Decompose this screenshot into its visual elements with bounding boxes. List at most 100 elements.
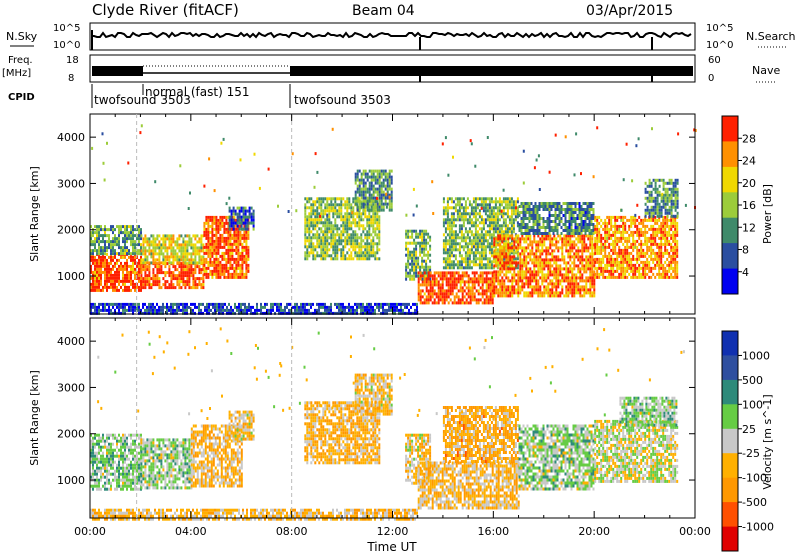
data-cell xyxy=(494,197,497,201)
data-cell xyxy=(140,255,142,259)
data-cell xyxy=(507,249,510,253)
data-cell xyxy=(452,224,455,228)
data-cell xyxy=(348,254,351,258)
data-cell xyxy=(531,246,534,250)
data-cell xyxy=(132,234,134,238)
data-cell xyxy=(543,264,546,268)
data-cell xyxy=(441,298,444,302)
data-cell xyxy=(423,265,426,269)
data-cell xyxy=(465,274,468,278)
data-cell xyxy=(247,263,250,267)
data-cell xyxy=(372,245,375,249)
data-cell xyxy=(473,298,476,302)
data-cell xyxy=(545,288,548,292)
data-cell xyxy=(152,243,155,247)
data-cell xyxy=(476,251,479,255)
data-cell xyxy=(571,270,574,274)
data-cell xyxy=(164,249,167,253)
data-cell xyxy=(468,218,471,222)
data-cell xyxy=(421,235,424,239)
data-cell xyxy=(114,279,116,283)
data-cell xyxy=(344,236,347,240)
data-cell xyxy=(535,246,538,250)
data-cell xyxy=(532,229,535,232)
data-cell xyxy=(531,294,534,298)
data-cell xyxy=(92,270,94,274)
data-cell xyxy=(236,224,239,228)
data-cell xyxy=(460,233,463,237)
data-cell xyxy=(454,248,457,252)
data-cell xyxy=(417,283,420,287)
data-cell xyxy=(360,196,363,200)
data-cell xyxy=(634,215,637,219)
data-cell xyxy=(128,264,130,268)
data-cell xyxy=(444,227,447,231)
data-cell xyxy=(464,209,467,213)
data-cell xyxy=(478,266,481,270)
data-cell xyxy=(581,243,584,247)
data-cell xyxy=(505,246,508,250)
data-cell xyxy=(471,283,474,287)
data-cell xyxy=(164,243,167,247)
data-cell xyxy=(146,240,149,244)
data-cell xyxy=(538,229,541,232)
data-cell xyxy=(330,236,333,240)
data-cell xyxy=(146,283,149,287)
data-cell xyxy=(525,291,528,295)
data-cell xyxy=(243,260,246,264)
data-cell xyxy=(310,215,313,219)
data-cell xyxy=(196,286,199,290)
data-cell xyxy=(466,221,469,225)
data-cell xyxy=(354,218,357,222)
data-cell xyxy=(470,266,473,270)
data-cell xyxy=(320,203,323,207)
data-cell xyxy=(98,285,100,289)
data-cell xyxy=(134,282,136,286)
data-cell xyxy=(587,237,590,241)
data-cell xyxy=(606,260,609,264)
data-cell xyxy=(180,262,183,266)
data-cell xyxy=(481,280,484,284)
data-cell xyxy=(525,282,528,286)
data-cell xyxy=(308,239,311,243)
data-cell xyxy=(532,205,535,208)
data-cell xyxy=(314,218,317,222)
data-cell xyxy=(368,245,371,249)
data-cell xyxy=(524,214,527,217)
data-cell xyxy=(178,243,181,247)
data-cell xyxy=(450,227,453,231)
data-cell xyxy=(451,286,454,290)
data-cell xyxy=(547,249,550,253)
data-cell xyxy=(568,217,571,220)
data-cell xyxy=(462,257,465,261)
data-cell xyxy=(380,199,383,203)
data-cell xyxy=(460,230,463,234)
data-cell xyxy=(496,224,499,228)
data-cell xyxy=(182,237,185,241)
data-cell xyxy=(499,258,502,262)
data-cell xyxy=(506,263,509,267)
data-cell xyxy=(352,215,355,219)
data-cell xyxy=(557,279,560,283)
data-cell xyxy=(606,275,609,279)
data-cell xyxy=(164,280,167,284)
data-cell xyxy=(120,249,122,253)
data-cell xyxy=(350,221,353,225)
data-cell xyxy=(435,283,438,287)
data-cell xyxy=(555,288,558,292)
data-cell xyxy=(537,291,540,295)
data-cell xyxy=(382,169,385,173)
data-cell xyxy=(504,200,507,204)
data-cell xyxy=(132,279,134,283)
data-cell xyxy=(314,254,317,258)
data-cell xyxy=(186,252,189,256)
data-cell xyxy=(589,258,592,262)
data-cell xyxy=(126,228,128,232)
data-cell xyxy=(499,294,502,298)
data-cell xyxy=(198,237,201,241)
data-cell xyxy=(551,258,554,262)
data-cell xyxy=(219,224,222,228)
data-cell xyxy=(160,252,163,256)
data-cell xyxy=(122,240,124,244)
data-cell xyxy=(450,200,453,204)
